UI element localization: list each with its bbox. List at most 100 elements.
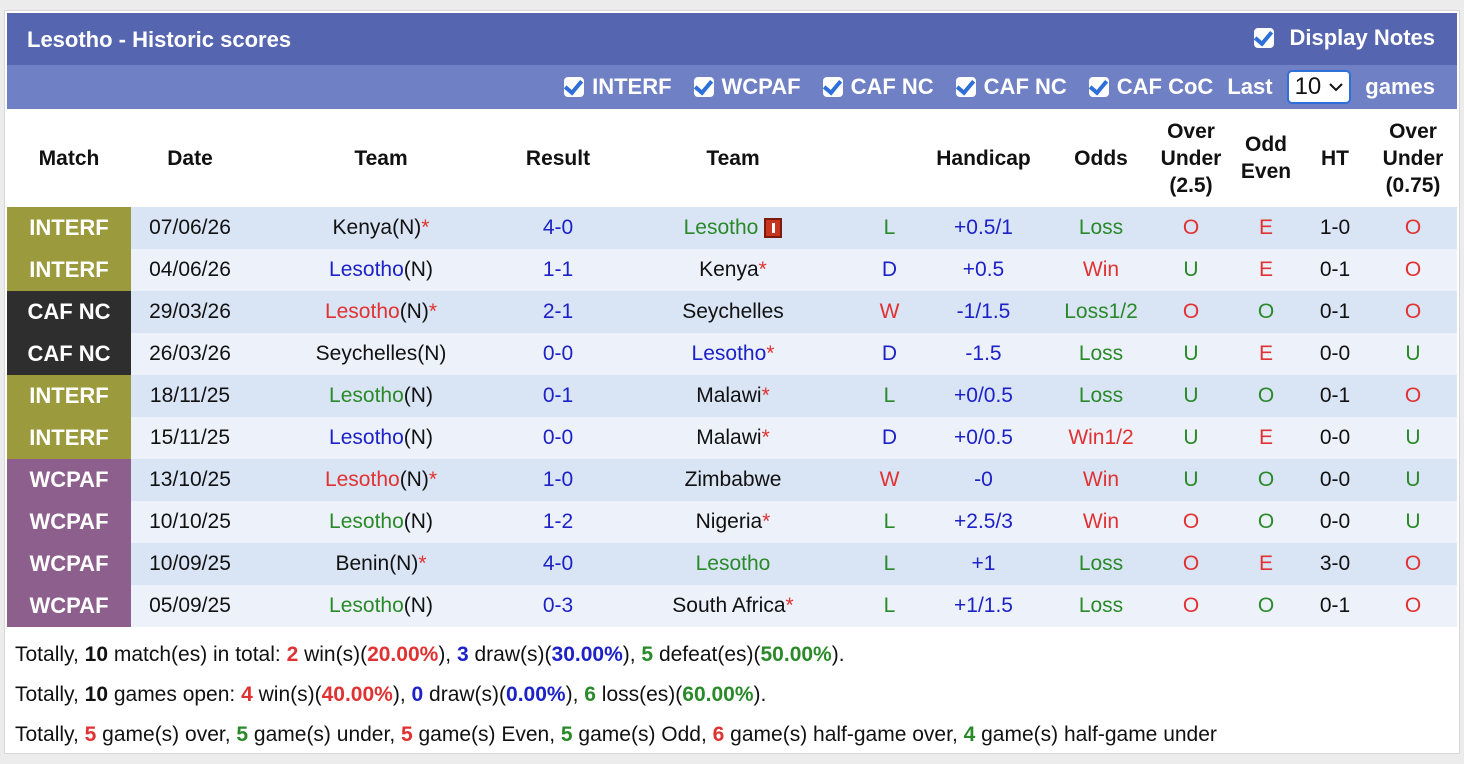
date: 10/09/25 [131,543,249,585]
half-time: 0-0 [1301,417,1369,459]
handicap: +2.5/3 [916,501,1051,543]
checkbox[interactable] [822,77,843,97]
filter-label[interactable]: CAF NC [983,74,1067,99]
over-under-ht: O [1369,543,1457,585]
filter-label[interactable]: WCPAF [721,74,801,99]
result: W [863,459,916,501]
handicap: -0 [916,459,1051,501]
summary-text: game(s) half-game over, [724,723,964,746]
summary-text: 3 [456,643,469,666]
filter[interactable]: INTERF [564,74,672,100]
summary-text: game(s) Even, [412,723,561,746]
handicap: -1/1.5 [916,291,1051,333]
result: W [863,291,916,333]
summary-text: ), [622,643,642,666]
checkbox[interactable] [693,77,714,97]
team-name: Lesotho [329,384,404,407]
filter[interactable]: CAF NC [822,74,934,100]
date: 29/03/26 [131,291,249,333]
odd-even: O [1231,291,1301,333]
last-label: Last [1227,74,1273,99]
match-row: INTERF 07/06/26 Kenya(N)* 4-0 Lesotho L +0.5/1… [7,207,1457,249]
odd-even: E [1231,207,1301,249]
team-name: Lesotho [324,468,400,491]
home-team: Lesotho(N) [249,249,513,291]
odds: Loss [1051,543,1151,585]
away-team: Lesotho [603,207,863,249]
over-under: U [1151,375,1231,417]
summary-text: ), [392,683,412,706]
over-under: O [1151,585,1231,627]
team-name: Lesotho [329,258,404,281]
scores-table: Match Date Team Result Team Handicap Odds Over … [7,109,1457,627]
summary-text: 5 [400,723,413,746]
neutral-tag: (N) [399,468,429,491]
date: 15/11/25 [131,417,249,459]
checkbox[interactable] [1253,28,1274,48]
checkbox[interactable] [564,77,585,97]
checkbox[interactable] [955,77,976,97]
team-name: Seychelles [682,300,784,323]
half-time: 0-0 [1301,333,1369,375]
competition: INTERF [7,207,131,249]
half-time: 3-0 [1301,543,1369,585]
summary-text: ), [565,683,585,706]
column-header: Date [167,146,213,170]
match-row: CAF NC 29/03/26 Lesotho(N)* 2-1 Seychelles W -… [7,291,1457,333]
odds: Loss [1051,375,1151,417]
handicap: +1 [916,543,1051,585]
neutral-tag: (N) [403,510,433,533]
odds: Loss1/2 [1051,291,1151,333]
summary-text: 6 [712,723,725,746]
filter-label[interactable]: CAF NC [850,74,934,99]
filter[interactable]: WCPAF [693,74,801,100]
checkbox[interactable] [1088,77,1109,97]
games-select[interactable]: 10 [1286,70,1352,104]
filter[interactable]: CAF CoC [1088,74,1214,100]
column-header: Team [706,146,760,170]
display-notes[interactable]: Display Notes [1253,25,1436,51]
column-header: Odd Even [1240,133,1292,183]
summary-text: 0.00% [506,683,566,706]
table-body: INTERF 07/06/26 Kenya(N)* 4-0 Lesotho L +0.5/1… [7,207,1457,627]
summary-text: games open: [108,683,242,706]
filter-label[interactable]: INTERF [592,74,672,99]
neutral-tag: (N) [403,258,433,281]
competition: WCPAF [7,543,131,585]
games-select-value[interactable]: 10 [1294,73,1322,100]
odd-even: O [1231,501,1301,543]
result: L [863,207,916,249]
summary-text: 2 [286,643,299,666]
home-team: Lesotho(N)* [249,291,513,333]
summary-text: win(s)( [252,683,322,706]
summary-text: match(es) in total: [108,643,287,666]
odds: Loss [1051,585,1151,627]
result: L [863,585,916,627]
summary-text: 30.00% [551,643,623,666]
filter-label[interactable]: CAF CoC [1116,74,1214,99]
home-team: Kenya(N)* [249,207,513,249]
match-row: INTERF 18/11/25 Lesotho(N) 0-1 Malawi* L +0/0.… [7,375,1457,417]
chevron [1329,83,1343,92]
odd-even: O [1231,375,1301,417]
display-notes-label[interactable]: Display Notes [1289,25,1436,50]
match-row: WCPAF 13/10/25 Lesotho(N)* 1-0 Zimbabwe W -0 Wi… [7,459,1457,501]
handicap: +0/0.5 [916,417,1051,459]
title: Lesotho - Historic scores [27,27,292,52]
over-under: U [1151,459,1231,501]
filters: INTERF WCPAF CAF NC CAF NC CAF CoC [564,74,1213,100]
score: 1-1 [513,249,603,291]
competition: WCPAF [7,459,131,501]
column-header: Result [525,146,591,170]
team-name: Nigeria [695,510,763,533]
odd-even: E [1231,417,1301,459]
half-time: 0-1 [1301,375,1369,417]
handicap: +0.5/1 [916,207,1051,249]
home-team: Lesotho(N) [249,585,513,627]
home-team: Lesotho(N) [249,417,513,459]
over-under: O [1151,501,1231,543]
score: 4-0 [513,207,603,249]
filter[interactable]: CAF NC [955,74,1067,100]
score: 0-1 [513,375,603,417]
odds: Loss [1051,333,1151,375]
